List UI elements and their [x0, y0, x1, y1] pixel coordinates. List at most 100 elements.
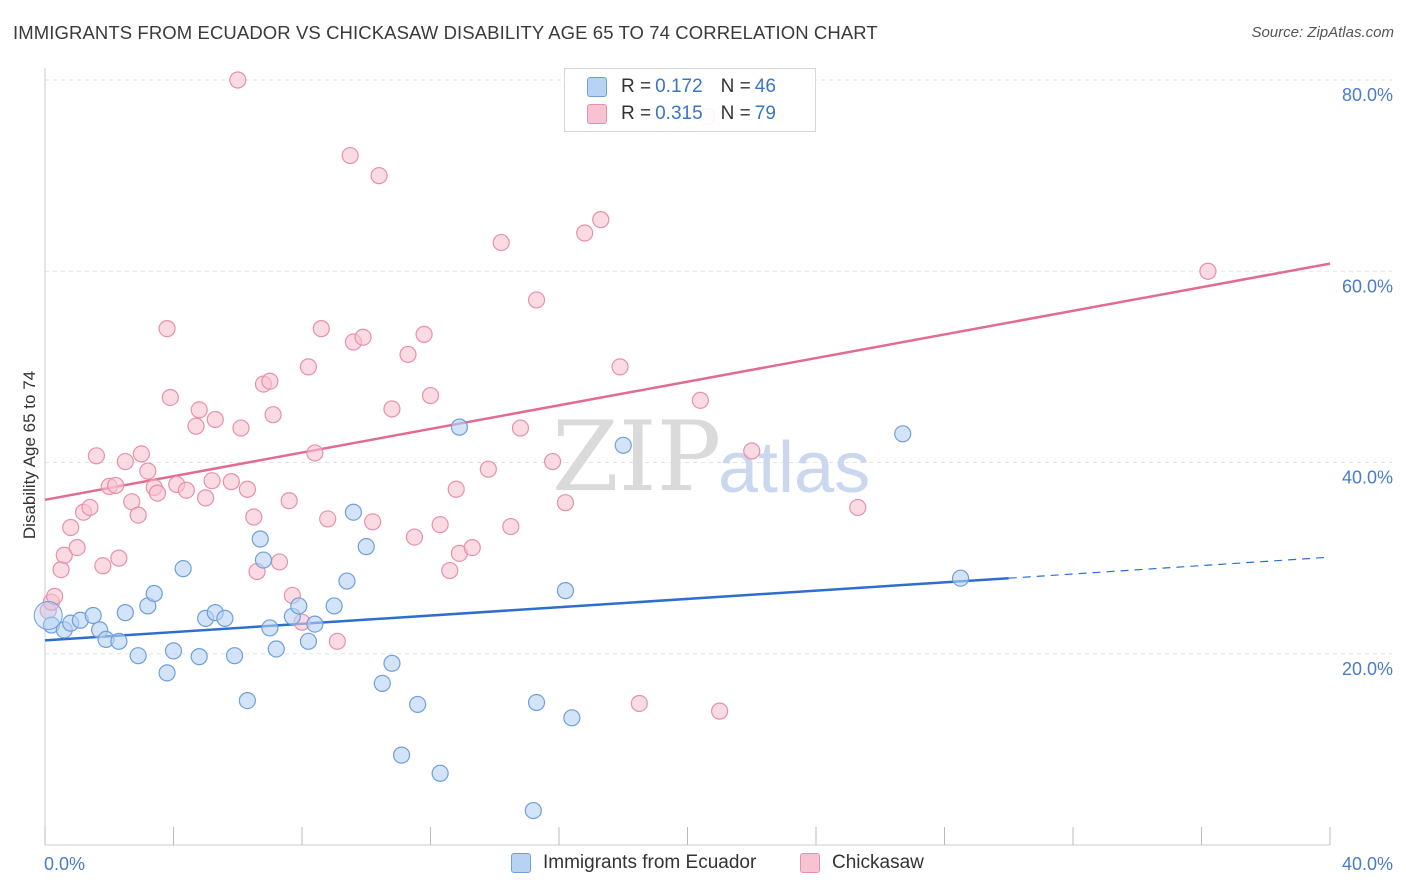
chickasaw-point [62, 518, 80, 537]
legend-row-ecuador: R = 0.172 N = 46 [587, 74, 776, 100]
chickasaw-point [441, 561, 459, 580]
y-tick-label: 40.0% [1342, 468, 1393, 488]
legend-n-value: 79 [754, 103, 776, 124]
axis-layer [44, 68, 1331, 846]
chickasaw-point [270, 553, 289, 571]
legend-label-chickasaw: Chickasaw [832, 852, 924, 873]
chickasaw-point [229, 71, 247, 89]
series-legend: Immigrants from Ecuador Chickasaw [0, 852, 1406, 878]
chickasaw-point [68, 539, 86, 557]
ecuador-point [299, 632, 318, 650]
ecuador-point [894, 425, 912, 443]
stats-legend: R = 0.172 N = 46 R = 0.315 N = 79 [564, 68, 816, 132]
ecuador-point [563, 709, 581, 727]
ecuador-point [338, 572, 356, 590]
legend-swatch-ecuador [587, 77, 607, 97]
legend-item-chickasaw[interactable]: Chickasaw [800, 852, 924, 874]
chickasaw-point [383, 400, 401, 418]
chickasaw-point [280, 492, 298, 510]
chickasaw-point [431, 516, 449, 534]
legend-n-label: N = [720, 103, 751, 124]
chickasaw-point [203, 472, 221, 490]
ecuador-point [261, 619, 279, 637]
y-tick-label: 20.0% [1342, 659, 1393, 679]
chickasaw-point [306, 444, 324, 462]
legend-label-ecuador: Immigrants from Ecuador [543, 852, 757, 873]
chickasaw-point [1199, 262, 1217, 280]
ecuador-point [357, 538, 375, 556]
chickasaw-point [177, 481, 195, 499]
chickasaw-point [463, 539, 481, 557]
ecuador-point [174, 560, 192, 578]
legend-item-ecuador[interactable]: Immigrants from Ecuador [511, 852, 756, 874]
legend-swatch-ecuador [511, 853, 531, 873]
ecuador-point [614, 436, 632, 454]
grid-layer [45, 79, 1392, 655]
y-tick-label: 60.0% [1342, 276, 1393, 296]
chickasaw-point [511, 419, 530, 437]
chickasaw-point [238, 480, 256, 498]
chickasaw-point [502, 517, 520, 536]
ecuador-point [164, 642, 183, 660]
chickasaw-point [148, 484, 167, 502]
ecuador-point [216, 609, 234, 627]
chickasaw-point [556, 494, 575, 512]
x-tick-label: 40.0% [1342, 854, 1393, 874]
chickasaw-point [87, 447, 106, 465]
chickasaw-point [190, 401, 208, 419]
chickasaw-point [399, 345, 417, 364]
chickasaw-point [55, 546, 73, 564]
chickasaw-point [129, 506, 147, 524]
ecuador-point [409, 695, 427, 714]
trendline-layer [44, 262, 1331, 642]
ecuador-point [524, 801, 542, 820]
chart-title: IMMIGRANTS FROM ECUADOR VS CHICKASAW DIS… [13, 22, 878, 43]
chickasaw-point [261, 372, 279, 390]
tick-label-layer: 20.0% 40.0% 60.0% 80.0% 0.0% 40.0% [44, 85, 1393, 874]
ecuador-point [325, 597, 343, 615]
ecuador-point [344, 503, 362, 521]
chickasaw-point [319, 510, 337, 528]
ecuador-point [116, 604, 134, 622]
ecuador-point [383, 654, 401, 672]
legend-n-label: N = [720, 76, 751, 97]
chickasaw-point [592, 211, 610, 229]
ecuador-point [238, 692, 256, 710]
ecuador-trendline-extension [1008, 556, 1331, 579]
chickasaw-point [479, 460, 497, 478]
chickasaw-point [849, 498, 867, 517]
ecuador-point [190, 648, 208, 666]
chickasaw-point [364, 513, 382, 531]
chickasaw-point [421, 386, 440, 405]
chickasaw-point [107, 476, 125, 495]
ecuador-point [290, 597, 308, 615]
chickasaw-point [161, 388, 179, 407]
chickasaw-point [158, 320, 176, 338]
chart-source: Source: ZipAtlas.com [1251, 24, 1394, 41]
chickasaw-point [527, 291, 546, 309]
points-layer [33, 71, 1217, 820]
ecuador-point [251, 530, 269, 548]
chickasaw-point [110, 549, 128, 567]
ecuador-point [306, 615, 324, 633]
legend-swatch-chickasaw [800, 853, 820, 873]
chickasaw-point [405, 528, 424, 546]
watermark-atlas: atlas [718, 428, 870, 508]
ecuador-point [431, 764, 449, 782]
chickasaw-point [415, 325, 433, 343]
legend-r-label: R = [621, 103, 652, 124]
chickasaw-trendline [44, 262, 1331, 502]
chickasaw-point [52, 560, 70, 579]
watermark-zip: ZIP [552, 401, 721, 513]
ecuador-point [158, 664, 176, 682]
chickasaw-point [354, 328, 372, 346]
chickasaw-point [264, 406, 282, 424]
chickasaw-point [743, 442, 761, 460]
ecuador-point [267, 640, 285, 658]
x-tick-label: 0.0% [44, 854, 85, 874]
chickasaw-point [116, 452, 134, 471]
chickasaw-point [132, 445, 150, 463]
ecuador-point [129, 647, 147, 665]
ecuador-point [33, 601, 63, 630]
